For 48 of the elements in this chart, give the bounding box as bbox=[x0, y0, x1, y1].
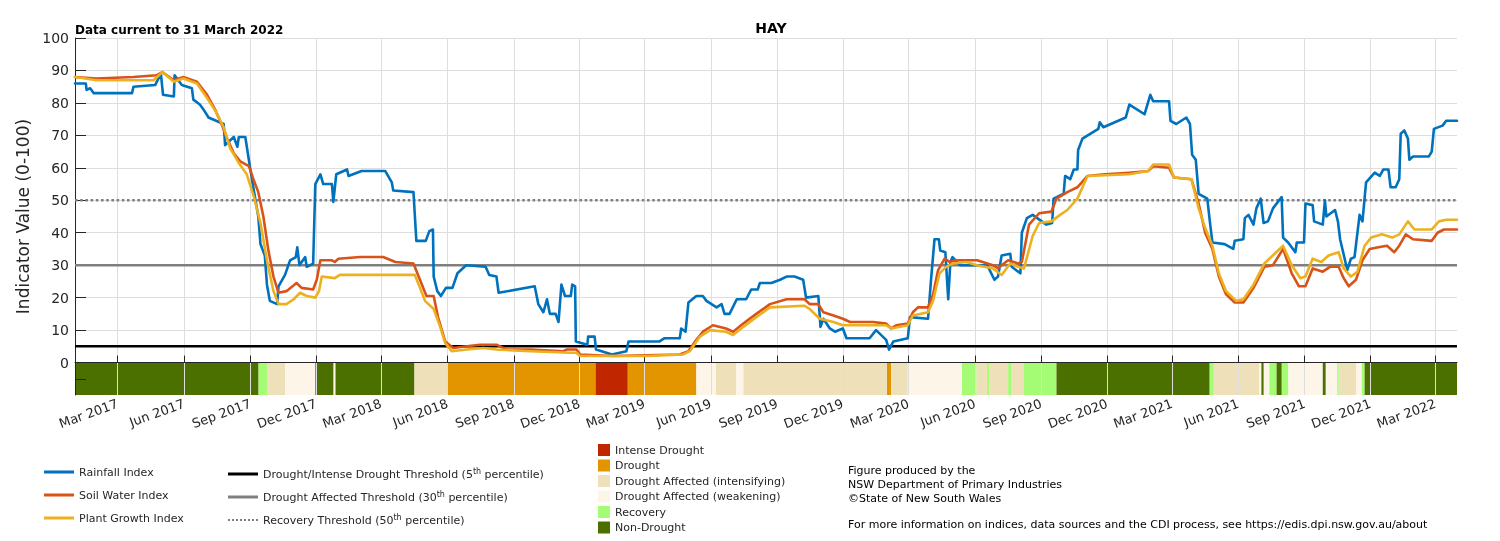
y-tick-label: 60 bbox=[51, 159, 69, 176]
y-tick-label: 10 bbox=[51, 322, 69, 339]
y-tick-label: 40 bbox=[51, 224, 69, 241]
legend-label: Drought Affected (weakening) bbox=[615, 490, 781, 503]
x-tick-label: Sep 2018 bbox=[453, 395, 517, 432]
text: ©State of New South Wales bbox=[848, 492, 1002, 505]
x-tick-label: Mar 2022 bbox=[1374, 395, 1438, 432]
x-tick-label: Dec 2021 bbox=[1309, 395, 1373, 432]
legend-label: Rainfall Index bbox=[79, 465, 155, 479]
y-tick-label: 20 bbox=[51, 289, 69, 306]
x-tick-label: Dec 2017 bbox=[254, 395, 319, 432]
y-axis-title: Indicator Value (0-100) bbox=[12, 118, 33, 315]
chart-title: HAY bbox=[755, 20, 788, 36]
x-tick-label: Jun 2019 bbox=[653, 395, 714, 431]
y-tick-label: 30 bbox=[51, 257, 69, 274]
x-tick-label: Mar 2018 bbox=[320, 395, 384, 432]
legend-label: Intense Drought bbox=[615, 443, 705, 457]
x-tick-label: Sep 2021 bbox=[1244, 395, 1308, 432]
x-tick-label: Dec 2020 bbox=[1045, 395, 1110, 432]
x-tick-label: Jun 2020 bbox=[917, 395, 978, 431]
legend-label: Drought Affected (intensifying) bbox=[615, 474, 786, 488]
y-tick-label: 90 bbox=[51, 62, 69, 79]
y-tick-label: 80 bbox=[51, 94, 69, 111]
x-tick-label: Sep 2020 bbox=[980, 395, 1044, 432]
x-tick-label: Dec 2018 bbox=[518, 395, 583, 432]
x-tick-label: Sep 2017 bbox=[189, 395, 253, 432]
legend-label: Drought bbox=[615, 459, 661, 472]
y-tick-label: 70 bbox=[51, 127, 69, 144]
text: Figure produced by the bbox=[848, 464, 976, 477]
x-tick-label: Mar 2020 bbox=[847, 395, 912, 432]
x-tick-label: Dec 2019 bbox=[781, 395, 846, 432]
x-tick-label: Sep 2019 bbox=[716, 395, 780, 432]
legend-label: Non-Drought bbox=[615, 521, 687, 534]
y-tick-label: 0 bbox=[60, 354, 69, 371]
x-tick-label: Jun 2017 bbox=[126, 395, 187, 431]
x-tick-label: Mar 2017 bbox=[56, 395, 121, 432]
x-tick-label: Mar 2021 bbox=[1111, 395, 1175, 432]
legend-label: Recovery bbox=[615, 505, 667, 519]
y-tick-label: 50 bbox=[51, 192, 69, 209]
y-tick-label: 100 bbox=[42, 30, 69, 46]
x-tick-label: Mar 2019 bbox=[583, 395, 647, 432]
x-tick-label: Jun 2018 bbox=[389, 395, 450, 431]
x-tick-label: Jun 2021 bbox=[1180, 395, 1241, 431]
legend-label: Soil Water Index bbox=[79, 488, 170, 502]
legend-label: Plant Growth Index bbox=[79, 511, 185, 525]
text: Data current to 31 March 2022 bbox=[75, 23, 284, 37]
text: For more information on indices, data sources and the CDI process, see https://edis.dpi.nsw.gov.au/about bbox=[848, 518, 1429, 531]
text: NSW Department of Primary Industries bbox=[848, 478, 1063, 491]
